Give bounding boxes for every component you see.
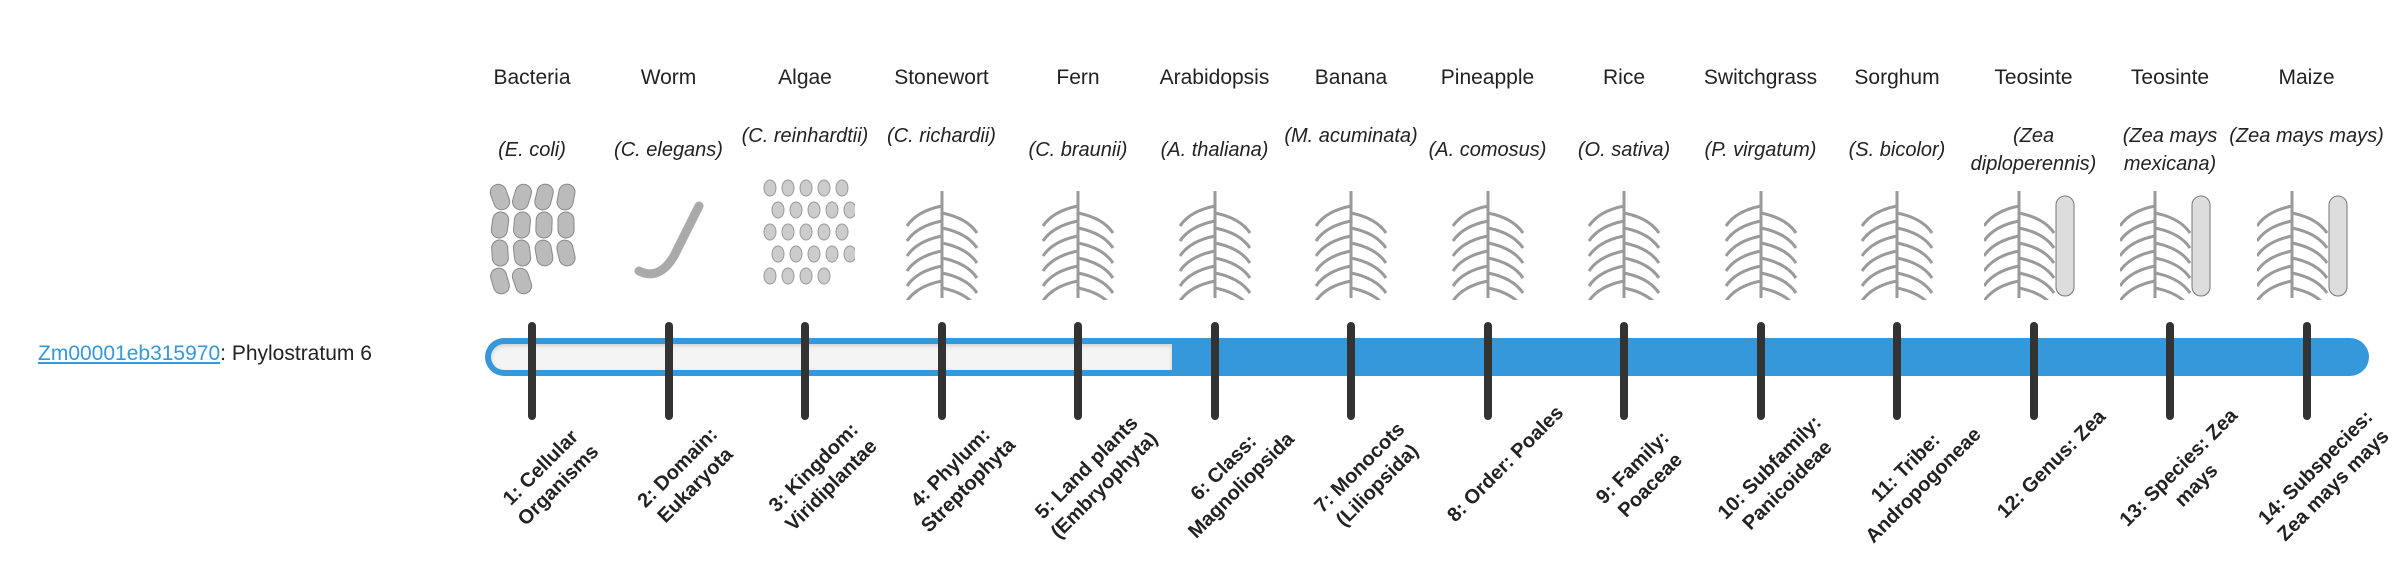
phylostratum-tick [1483, 322, 1492, 420]
phylostratum-level-label: 6: Class: Magnoliopsida [1183, 428, 1299, 543]
rice-icon [1574, 176, 1674, 309]
stonewort-icon [892, 176, 992, 309]
phylostratum-level-label: 4: Phylum: Streptophyta [906, 423, 1020, 537]
worm-icon [619, 176, 719, 300]
phylostratum-level-label: 5: Land plants (Embryophyta) [1031, 412, 1163, 544]
phylostratum-level-label: 10: Subfamily: Panicoideae [1713, 411, 1837, 535]
organism-species: (A. thaliana) [1160, 139, 1269, 161]
bacteria-icon [482, 176, 582, 300]
teosinte-icon [1982, 176, 2084, 309]
organism-species: (Zea diploperennis) [1970, 125, 2097, 175]
phylostratum-level-label: 11: Tribe: Andropogoneae [1861, 423, 1986, 548]
organism-species: (S. bicolor) [1848, 139, 1946, 161]
organism-name: Switchgrass [1703, 66, 1818, 89]
gene-label: Zm00001eb315970: Phylostratum 6 [38, 342, 372, 366]
phylostratum-level-label: 2: Domain: Eukaryota [632, 423, 737, 528]
organism-name: Sorghum [1854, 66, 1940, 89]
phylostratum-level-label: 9: Family: Poaceae [1592, 427, 1687, 522]
separator: : [220, 342, 232, 365]
phylostratum-tick [1210, 322, 1219, 420]
phylostratum-tick [664, 322, 673, 420]
phylostratum-level-label: 7: Monocots (Liliopsida) [1310, 418, 1423, 531]
organism-species: (Zea mays mays) [2229, 125, 2384, 147]
organism-species: (C. elegans) [614, 139, 723, 161]
organism-species: (E. coli) [498, 139, 566, 161]
phylostratum-tick [1756, 322, 1765, 420]
organism-species: (C. richardii) [887, 125, 996, 147]
organism-name: Bacteria [493, 66, 571, 89]
algae-icon [755, 176, 857, 300]
bar-unfilled-segment [491, 344, 1172, 370]
organism-name: Rice [1602, 66, 1645, 89]
phylostratum-tick [1074, 322, 1082, 420]
teosinte-icon [2118, 176, 2220, 309]
phylostratum-tick [801, 322, 809, 420]
phylostratum-tick [1347, 322, 1355, 420]
organism-name: Arabidopsis [1159, 66, 1270, 89]
phylostratum-tick [2029, 322, 2038, 420]
phylostratum-tick [1620, 322, 1628, 420]
phylostratum-label: Phylostratum 6 [231, 342, 372, 365]
phylostratum-level-label: 14: Subspecies: Zea mays mays [2253, 406, 2394, 546]
phylostratum-tick [937, 322, 946, 420]
phylostratum-tick [528, 322, 536, 420]
organism-species: (P. virgatum) [1704, 139, 1817, 161]
organism-name: Pineapple [1440, 66, 1535, 89]
organism-name: Fern [1056, 66, 1100, 89]
organism-species: (Zea mays mexicana) [2122, 125, 2218, 175]
phylostratum-tick [2302, 322, 2311, 420]
phylostratum-level-label: 13: Species: Zea mays [2115, 404, 2243, 532]
phylostratum-level-label: 12: Genus: Zea [1992, 405, 2110, 523]
pineapple-icon [1438, 176, 1538, 309]
gene-id-link[interactable]: Zm00001eb315970 [38, 342, 221, 365]
organism-name: Teosinte [1994, 66, 2073, 89]
fern-icon [1028, 176, 1128, 309]
organism-species: (C. reinhardtii) [741, 125, 869, 147]
phylostratum-tick [1893, 322, 1901, 420]
phylostratum-tick [2166, 322, 2174, 420]
phylostratum-level-label: 3: Kingdom: Viridiplantae [764, 418, 882, 536]
phylostratum-bar [485, 338, 2369, 376]
switchgrass-icon [1711, 176, 1811, 309]
organism-species: (C. braunii) [1028, 139, 1128, 161]
maize-icon [2255, 176, 2357, 309]
organism-name: Worm [640, 66, 697, 89]
organism-name: Banana [1314, 66, 1388, 89]
phylostratum-level-label: 1: Cellular Organisms [498, 425, 604, 531]
sorghum-icon [1847, 176, 1947, 309]
organism-species: (O. sativa) [1577, 139, 1671, 161]
organism-name: Algae [778, 66, 832, 89]
organism-species: (M. acuminata) [1284, 125, 1418, 147]
organism-name: Maize [2278, 66, 2335, 89]
phylostratum-level-label: 8: Order: Poales [1442, 401, 1568, 527]
organism-name: Stonewort [894, 66, 989, 89]
organism-species: (A. comosus) [1428, 139, 1547, 161]
organism-name: Teosinte [2130, 66, 2210, 89]
banana-icon [1301, 176, 1401, 309]
arabidopsis-icon [1165, 176, 1265, 309]
